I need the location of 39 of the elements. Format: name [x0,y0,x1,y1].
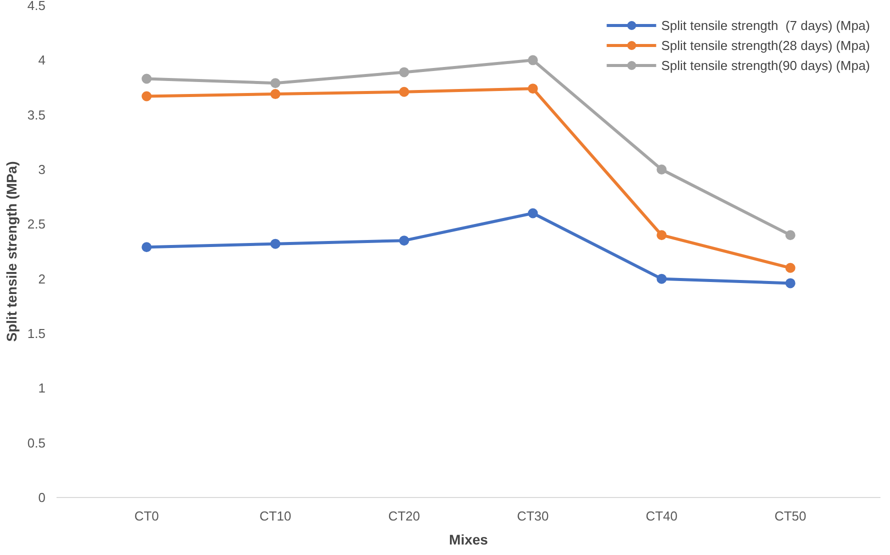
point [399,67,410,78]
point [656,164,667,174]
y-tick-label: 1.5 [27,326,46,341]
point [785,262,796,273]
x-tick-label: CT20 [388,508,420,524]
point [142,74,152,84]
point [399,236,410,246]
point [656,230,667,240]
point [270,89,280,100]
x-tick-label: CT40 [646,508,678,524]
x-tick-label: CT50 [774,508,806,524]
point [528,84,538,94]
y-tick-label: 2.5 [27,216,46,232]
y-tick-label: 3 [38,162,46,177]
point [528,55,538,66]
point [785,230,796,240]
y-tick-label: 2 [38,271,46,286]
legend-label: Split tensile strength(90 days) (Mpa) [661,58,870,72]
point [270,78,280,88]
legend-label: Split tensile strength(28 days) (Mpa) [661,38,870,52]
y-tick-label: 4 [38,52,46,68]
y-tick-label: 1 [38,380,46,396]
point [656,274,667,284]
legend-label: Split tensile strength (7 days) (Mpa) [661,18,870,32]
point [528,208,538,218]
y-tick-label: 0.5 [27,435,46,450]
y-axis-title: Split tensile strength (MPa) [3,161,20,342]
x-tick-label: CT0 [134,508,159,524]
point [142,91,152,102]
point [270,238,280,249]
y-tick-label: 3.5 [27,107,46,122]
point [399,86,410,97]
point [785,278,796,288]
y-tick-label: 4.5 [27,0,46,13]
x-tick-label: CT10 [259,508,292,524]
x-axis-title: Mixes [449,532,488,548]
y-tick-label: 0 [38,490,46,505]
x-tick-label: CT30 [516,508,549,524]
point [142,242,152,252]
